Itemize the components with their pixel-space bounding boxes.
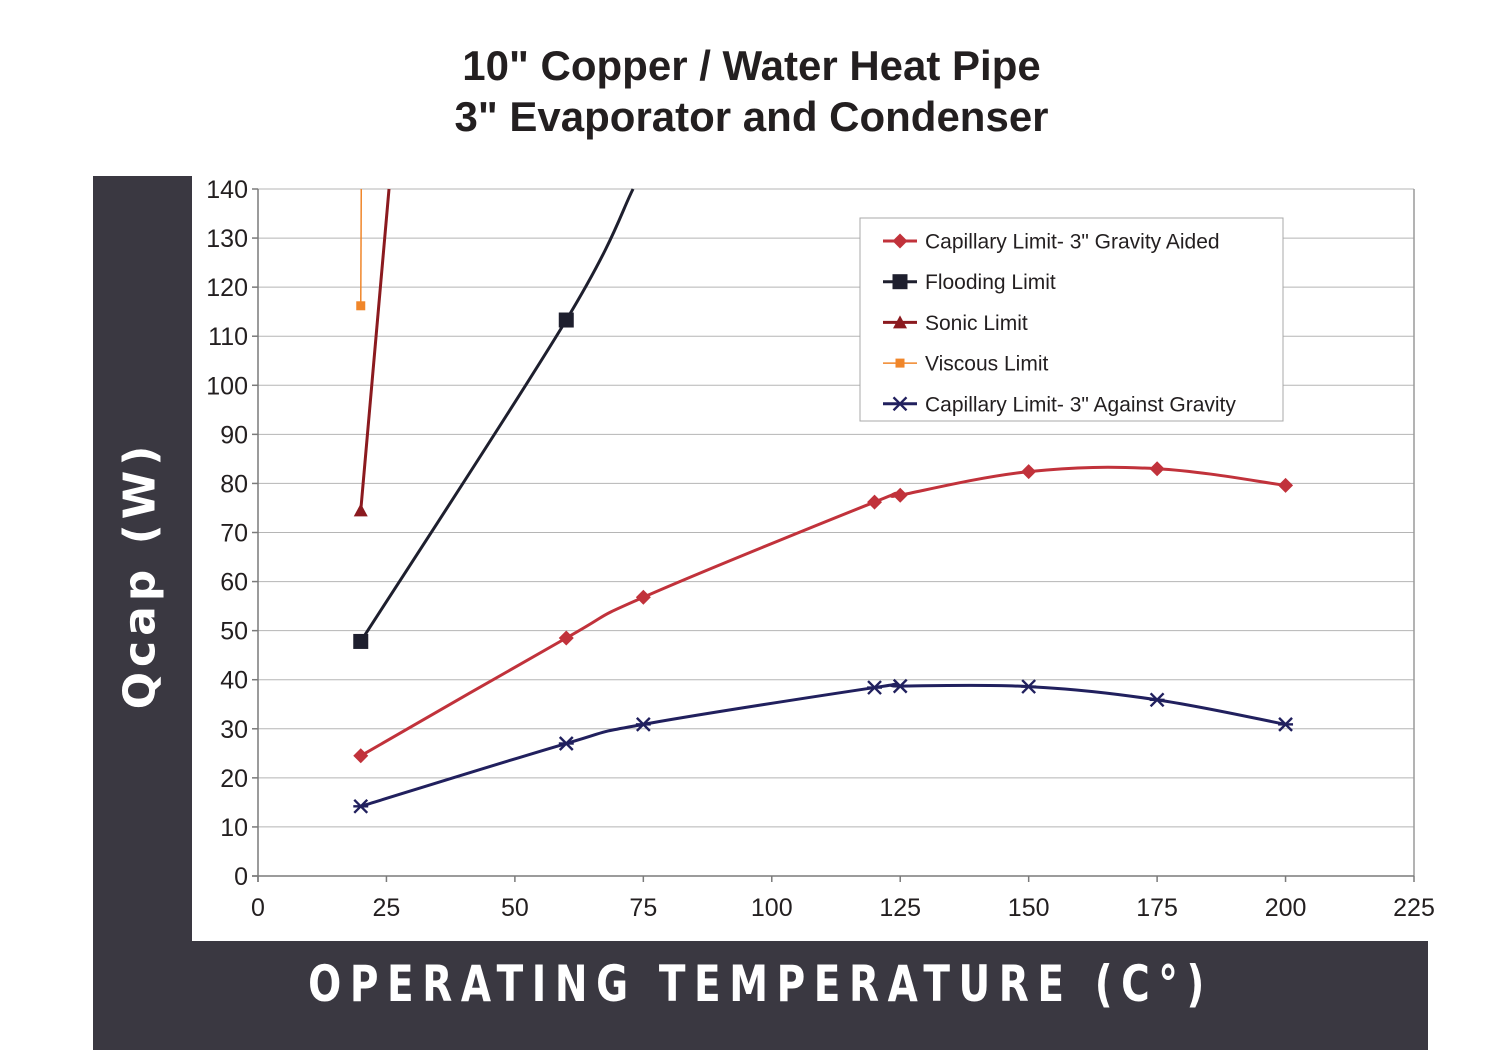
series-group — [353, 188, 1294, 814]
y-tick-label-30: 30 — [220, 716, 248, 744]
series-4-point-7 — [1278, 717, 1294, 732]
y-tick-label-140: 140 — [206, 176, 248, 204]
y-tick-label-130: 130 — [206, 225, 248, 253]
series-1 — [353, 188, 635, 649]
y-tick-label-50: 50 — [220, 618, 248, 646]
legend-label-1: Flooding Limit — [925, 271, 1056, 294]
x-tick-label-75: 75 — [629, 894, 657, 922]
series-4-point-3 — [867, 680, 883, 695]
y-tick-label-20: 20 — [220, 765, 248, 793]
series-0 — [353, 461, 1294, 764]
series-2-point-0 — [353, 503, 368, 517]
legend-marker-2 — [893, 315, 907, 329]
series-4-point-4 — [892, 678, 908, 694]
y-tick-label-100: 100 — [206, 372, 248, 400]
legend-marker-4 — [892, 396, 908, 412]
legend-marker-3 — [895, 358, 905, 368]
x-tick-label-25: 25 — [373, 894, 401, 922]
legend-label-0: Capillary Limit- 3" Gravity Aided — [925, 231, 1220, 254]
series-3 — [356, 188, 366, 311]
y-tick-label-70: 70 — [220, 520, 248, 548]
series-4-point-5 — [1021, 679, 1037, 694]
x-tick-label-0: 0 — [251, 894, 265, 922]
chart-subtitle: 3" Evaporator and Condenser — [454, 93, 1049, 140]
axes — [252, 188, 1415, 882]
x-tick-label-100: 100 — [751, 894, 793, 922]
series-2 — [353, 188, 391, 517]
legend: Capillary Limit- 3" Gravity Aided Floodin… — [859, 217, 1284, 422]
legend-item-4: Capillary Limit- 3" Against Gravity — [883, 393, 1236, 416]
legend-item-3: Viscous Limit — [883, 353, 1048, 376]
series-0-point-1 — [558, 630, 574, 646]
tick-labels: 0 10 20 30 40 50 60 70 80 90 100 110 120 130 140 0 25 50 7… — [206, 176, 1435, 922]
series-0-point-0 — [353, 748, 369, 764]
x-axis-label: OPERATING TEMPERATURE (C°) — [308, 955, 1213, 1013]
y-tick-label-0: 0 — [234, 863, 248, 891]
series-4-point-2 — [635, 717, 651, 732]
series-0-point-6 — [1149, 461, 1165, 477]
series-0-point-5 — [1021, 464, 1037, 480]
legend-box — [859, 217, 1284, 422]
series-0-point-3 — [867, 494, 883, 510]
legend-label-3: Viscous Limit — [925, 353, 1048, 376]
y-tick-label-90: 90 — [220, 421, 248, 449]
series-0-point-2 — [635, 589, 651, 605]
series-0-point-4 — [892, 487, 908, 503]
legend-item-0: Capillary Limit- 3" Gravity Aided — [883, 231, 1220, 254]
legend-item-1: Flooding Limit — [883, 271, 1056, 294]
x-tick-label-200: 200 — [1265, 894, 1307, 922]
series-line-1 — [359, 188, 635, 643]
series-4-point-1 — [558, 736, 574, 751]
legend-label-2: Sonic Limit — [925, 312, 1028, 335]
series-4 — [353, 678, 1294, 814]
series-1-point-1 — [558, 312, 574, 328]
series-3-point-0 — [356, 301, 366, 311]
x-tick-label-125: 125 — [879, 894, 921, 922]
y-tick-label-120: 120 — [206, 274, 248, 302]
x-tick-label-150: 150 — [1008, 894, 1050, 922]
legend-marker-0 — [892, 233, 908, 249]
series-line-3 — [360, 188, 363, 306]
x-tick-label-175: 175 — [1136, 894, 1178, 922]
y-tick-label-10: 10 — [220, 814, 248, 842]
y-tick-label-40: 40 — [220, 667, 248, 695]
series-line-2 — [359, 188, 391, 511]
x-axis-band — [93, 941, 1428, 1050]
y-tick-label-110: 110 — [208, 323, 248, 351]
legend-label-4: Capillary Limit- 3" Against Gravity — [925, 393, 1236, 416]
y-axis-band — [93, 176, 192, 1050]
series-4-point-0 — [353, 798, 369, 814]
legend-marker-1 — [892, 274, 908, 290]
series-0-point-7 — [1278, 477, 1294, 493]
y-tick-label-60: 60 — [220, 569, 248, 597]
x-tick-label-50: 50 — [501, 894, 529, 922]
y-tick-label-80: 80 — [220, 470, 248, 498]
x-tick-label-225: 225 — [1393, 894, 1435, 922]
legend-item-2: Sonic Limit — [883, 312, 1028, 335]
series-4-point-6 — [1149, 692, 1165, 708]
chart-title: 10" Copper / Water Heat Pipe — [462, 42, 1041, 89]
series-1-point-0 — [353, 633, 369, 649]
chart-title-block: 10" Copper / Water Heat Pipe 3" Evaporat… — [0, 40, 1503, 142]
